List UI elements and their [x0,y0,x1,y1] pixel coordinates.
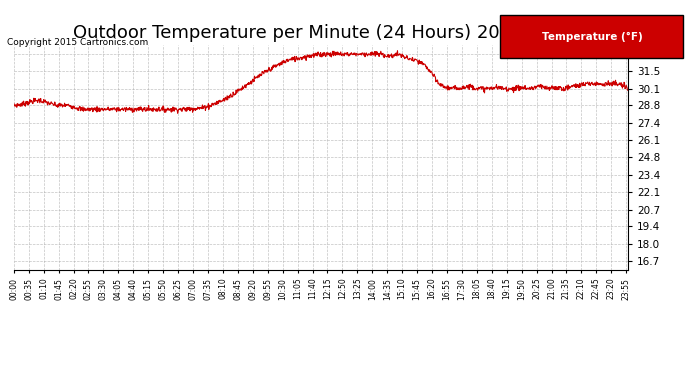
Text: Copyright 2015 Cartronics.com: Copyright 2015 Cartronics.com [7,38,148,47]
Title: Outdoor Temperature per Minute (24 Hours) 20150211: Outdoor Temperature per Minute (24 Hours… [73,24,569,42]
Text: Temperature (°F): Temperature (°F) [542,32,642,42]
